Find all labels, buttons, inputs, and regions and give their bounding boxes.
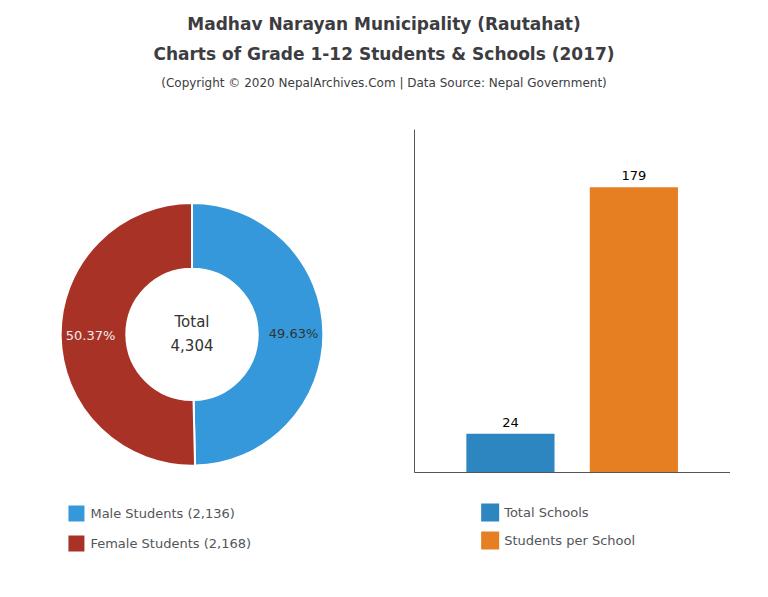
svg-text:49.63%: 49.63% bbox=[269, 326, 319, 341]
svg-text:4,304: 4,304 bbox=[171, 337, 214, 355]
svg-text:Madhav Narayan Municipality (R: Madhav Narayan Municipality (Rautahat) bbox=[187, 14, 581, 34]
svg-text:179: 179 bbox=[621, 168, 646, 183]
svg-text:24: 24 bbox=[502, 415, 519, 430]
svg-text:Charts of Grade 1-12 Students: Charts of Grade 1-12 Students & Schools … bbox=[153, 44, 614, 64]
svg-text:Total Schools: Total Schools bbox=[503, 505, 589, 520]
svg-text:Total: Total bbox=[173, 313, 209, 331]
svg-text:50.37%: 50.37% bbox=[66, 328, 116, 343]
svg-text:Students per School: Students per School bbox=[504, 533, 635, 548]
svg-text:Male Students (2,136): Male Students (2,136) bbox=[90, 506, 234, 521]
svg-text:(Copyright © 2020 NepalArchive: (Copyright © 2020 NepalArchives.Com | Da… bbox=[161, 76, 607, 90]
svg-text:Female Students (2,168): Female Students (2,168) bbox=[90, 536, 251, 551]
